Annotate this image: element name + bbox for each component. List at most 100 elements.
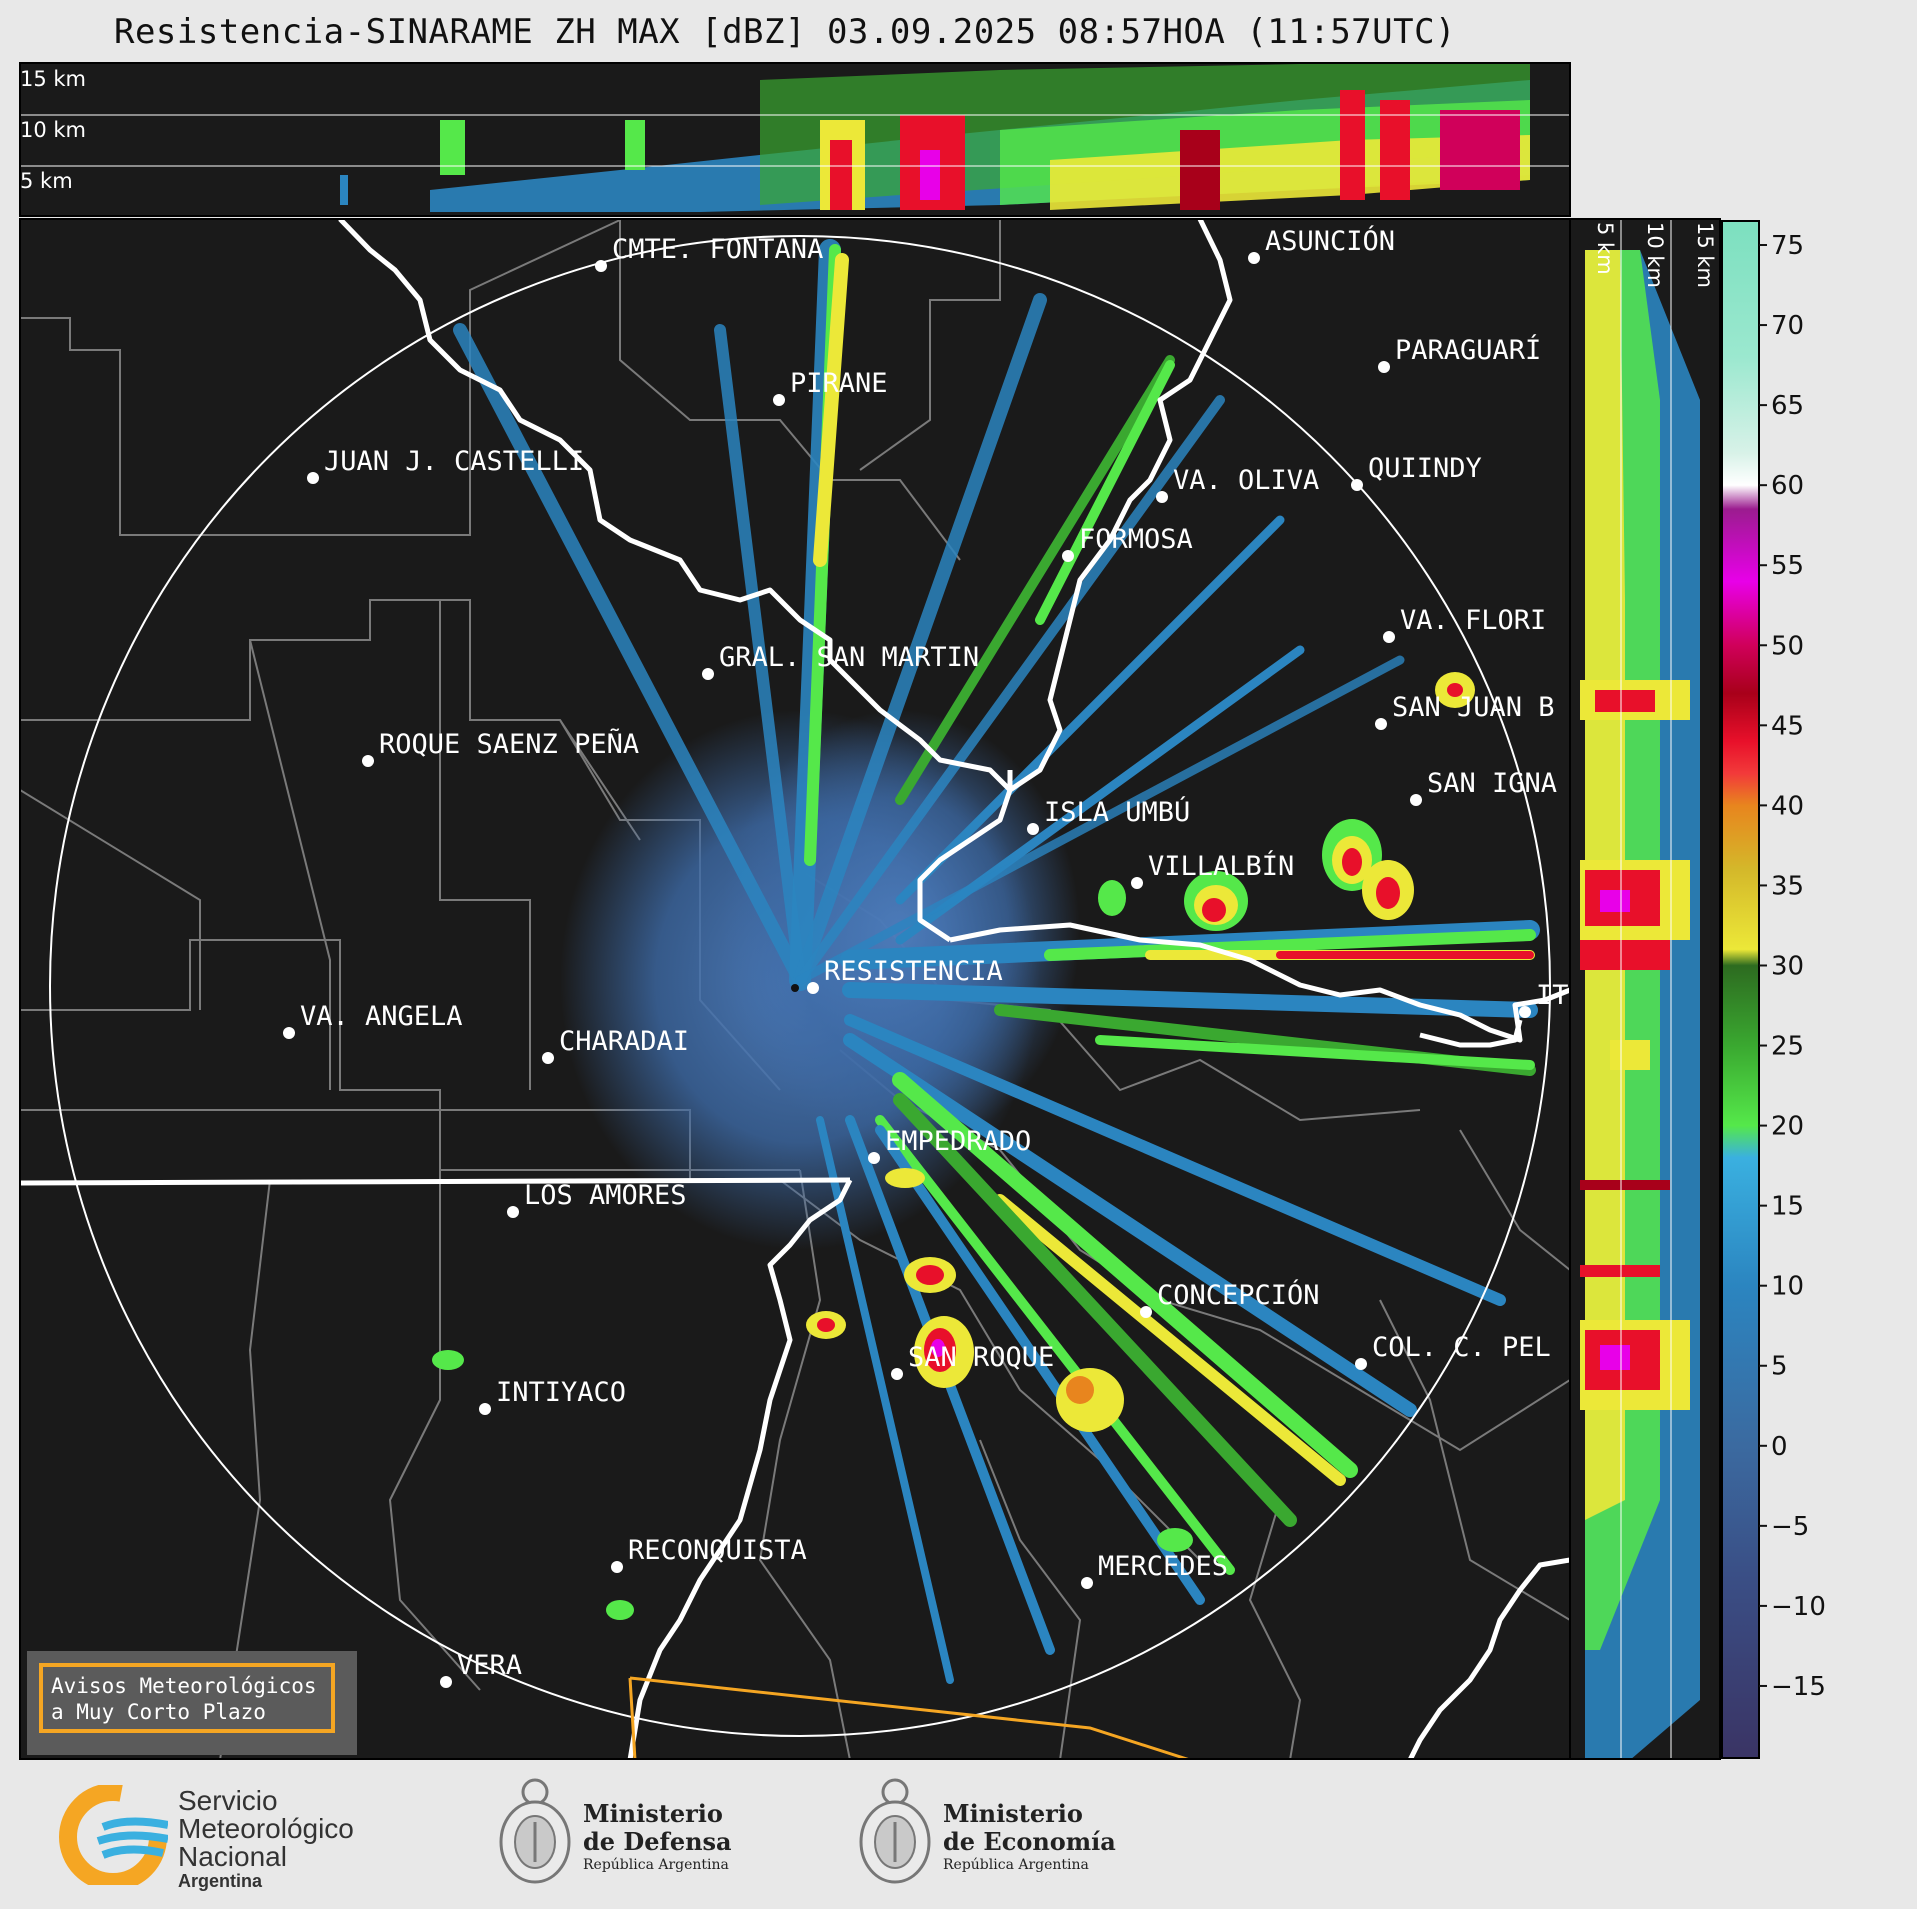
city-dot [1062, 550, 1074, 562]
city-label: EMPEDRADO [885, 1126, 1031, 1157]
city-label: CHARADAI [559, 1026, 689, 1057]
city-marker: ASUNCIÓN [1248, 225, 1395, 264]
top-alt-label-15km: 15 km [20, 67, 86, 91]
city-label: RESISTENCIA [824, 956, 1003, 987]
smn-emblem-icon [59, 1785, 168, 1885]
city-label: SAN IGNA [1427, 768, 1557, 799]
city-dot [1378, 361, 1390, 373]
city-marker: VERA [440, 1650, 522, 1688]
city-marker: VA. OLIVA [1156, 465, 1319, 503]
colorbar-tick-label: 55 [1771, 551, 1804, 581]
colorbar-tick-label: 40 [1771, 791, 1804, 821]
city-dot [479, 1403, 491, 1415]
city-marker: SAN IGNA [1410, 768, 1557, 806]
map-title: Resistencia-SINARAME ZH MAX [dBZ] 03.09.… [113, 12, 1457, 52]
city-marker: ROQUE SAENZ PEÑA [362, 728, 639, 767]
city-marker: FORMOSA [1062, 524, 1193, 562]
colorbar-tick-label: 5 [1771, 1352, 1788, 1382]
national-shield-icon [499, 1778, 571, 1884]
city-dot [1248, 252, 1260, 264]
colorbar-tick-label: 10 [1771, 1272, 1804, 1302]
city-marker: SAN ROQUE [891, 1342, 1054, 1380]
city-marker: RESISTENCIA [807, 956, 1003, 994]
city-dot [440, 1676, 452, 1688]
city-dot [868, 1152, 880, 1164]
city-marker: CHARADAI [542, 1026, 689, 1064]
city-dot [507, 1206, 519, 1218]
city-marker: CMTE. FONTANA [595, 234, 823, 272]
city-marker: VA. FLORI [1383, 605, 1546, 643]
city-label: ASUNCIÓN [1265, 225, 1395, 257]
colorbar-tick-label: −5 [1771, 1512, 1809, 1542]
city-marker: IT [1519, 980, 1569, 1018]
city-marker: PIRANE [773, 368, 888, 406]
smn-line-2: Meteorológico [178, 1813, 354, 1844]
warning-box[interactable]: Avisos Meteorológicos a Muy Corto Plazo [27, 1651, 357, 1755]
city-label: CMTE. FONTANA [612, 234, 823, 265]
colorbar-tick-label: 50 [1771, 631, 1804, 661]
city-marker: RECONQUISTA [611, 1535, 807, 1573]
colorbar-tick-label: −10 [1771, 1592, 1826, 1622]
colorbar-tick-label: 0 [1771, 1432, 1788, 1462]
city-dot [595, 260, 607, 272]
city-dot [283, 1027, 295, 1039]
city-dot [1410, 794, 1422, 806]
colorbar-tick-label: 45 [1771, 711, 1804, 741]
smn-logo: Servicio Meteorológico Nacional Argentin… [58, 1785, 398, 1891]
defensa-line-1: Ministerio [583, 1799, 723, 1828]
defensa-line-2: de Defensa [583, 1827, 732, 1856]
city-label: IT [1536, 980, 1569, 1011]
city-dot [611, 1561, 623, 1573]
city-marker: CONCEPCIÓN [1140, 1279, 1320, 1318]
city-label: QUIINDY [1368, 453, 1482, 484]
smn-line-3: Nacional [178, 1841, 287, 1872]
city-label: VILLALBÍN [1148, 850, 1294, 882]
warning-area-boundary [629, 1676, 1191, 1759]
city-marker: JUAN J. CASTELLI [307, 446, 584, 484]
city-label: LOS AMORES [524, 1180, 687, 1211]
side-cross-section-panel: 5 km 10 km 15 km [1569, 218, 1721, 1760]
smn-line-1: Servicio [178, 1785, 278, 1816]
colorbar-tick-label: 60 [1771, 471, 1804, 501]
city-label: GRAL. SAN MARTIN [719, 642, 979, 673]
city-dot [1351, 479, 1363, 491]
city-label: SAN ROQUE [908, 1342, 1054, 1373]
city-marker: LOS AMORES [507, 1180, 687, 1218]
country-borders [20, 219, 1570, 1759]
city-label: CONCEPCIÓN [1157, 1279, 1320, 1311]
city-dot [1156, 491, 1168, 503]
city-dot [362, 755, 374, 767]
city-dot [1383, 631, 1395, 643]
colorbar-tick-label: 65 [1771, 391, 1804, 421]
city-dot [1081, 1577, 1093, 1589]
city-dot [1375, 718, 1387, 730]
smn-line-4: Argentina [178, 1871, 263, 1891]
main-radar-map: CMTE. FONTANA ASUNCIÓN PARAGUARÍ PIRANE JUAN… [19, 218, 1571, 1760]
city-dot [807, 982, 819, 994]
radar-range-ring [49, 235, 1551, 1737]
city-label: VA. OLIVA [1173, 465, 1319, 496]
city-label: VA. ANGELA [300, 1001, 463, 1032]
convective-cells [432, 672, 1475, 1620]
city-label: VERA [457, 1650, 522, 1681]
side-alt-label-15km: 15 km [1693, 222, 1717, 288]
city-marker: GRAL. SAN MARTIN [702, 642, 979, 680]
economia-line-2: de Economía [943, 1827, 1116, 1856]
city-label: ISLA UMBÚ [1044, 796, 1190, 828]
city-label: MERCEDES [1098, 1551, 1228, 1582]
city-label: RECONQUISTA [628, 1535, 807, 1566]
city-dot [1355, 1358, 1367, 1370]
city-marker: VILLALBÍN [1131, 850, 1294, 889]
colorbar-tick-label: 20 [1771, 1112, 1804, 1142]
city-labels: CMTE. FONTANA ASUNCIÓN PARAGUARÍ PIRANE JUAN… [283, 225, 1569, 1688]
city-marker: ISLA UMBÚ [1027, 796, 1190, 835]
city-dot [1140, 1306, 1152, 1318]
city-marker: INTIYACO [479, 1377, 626, 1415]
city-label: PIRANE [790, 368, 888, 399]
colorbar-tick-label: 25 [1771, 1032, 1804, 1062]
city-dot [702, 668, 714, 680]
top-alt-label-5km: 5 km [20, 169, 73, 193]
national-shield-icon [859, 1778, 931, 1884]
city-label: ROQUE SAENZ PEÑA [379, 728, 639, 760]
